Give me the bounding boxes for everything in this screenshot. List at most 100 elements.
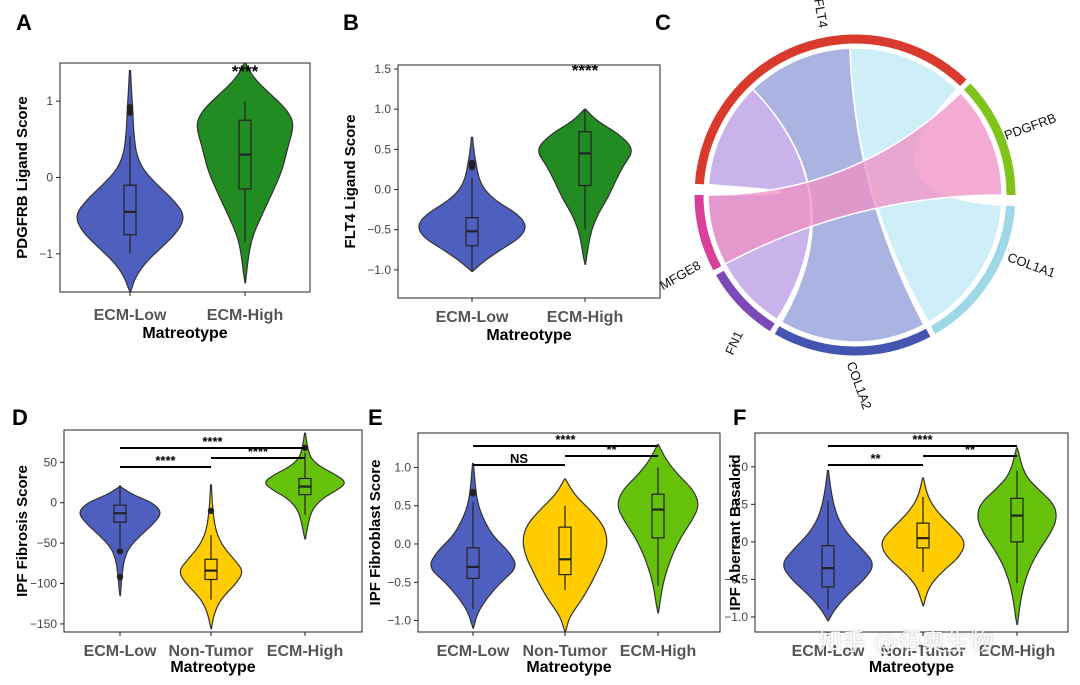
outlier-point [126,104,134,111]
y-tick-label: −1 [39,247,53,261]
x-tick-label: ECM-High [547,309,623,326]
y-tick-label: −1.0 [367,263,391,277]
panel-label: A [16,10,32,35]
x-tick-label: ECM-Low [94,307,167,324]
violin-non-tumor [522,478,608,633]
y-tick-label: −0.5 [387,575,411,589]
x-tick-label: Non-Tumor [522,643,607,660]
y-tick-label: 50 [44,455,58,469]
comparison-label: **** [202,434,223,449]
y-tick-label: 0.0 [374,183,391,197]
chord-sector-pdgfrb [963,83,1016,196]
panel-a: A −1 0 1 PDGFRB Ligand Score ECM-Low ECM-HighM… [14,10,311,342]
x-axis-label: Matreotype [170,659,255,676]
box-ecm-low [123,184,137,236]
chord-sector-col1a1 [930,205,1016,334]
y-tick-label: 0 [50,496,57,510]
chord-label-mfge8: MFGE8 [657,258,703,293]
chord-label-flt4: FLT4 [811,0,831,29]
comparison-label: ** [965,442,976,457]
panel-d: D −150 −100 −50 0 50 IPF Fibrosis Score ECM-Low… [12,405,363,676]
chord-label-pdgfrb: PDGFRB [1002,110,1058,143]
outlier-point [116,548,124,555]
x-tick-label: Non-Tumor [168,643,253,660]
panel-b: B −1.0 −0.5 0.0 0.5 1.0 1.5 FLT4 Ligand Score EC… [342,10,661,344]
chord-sector-mfge8 [694,194,722,271]
y-tick-label: 1.0 [394,460,411,474]
chord-label-fn1: FN1 [722,329,746,358]
y-tick-label: −1.0 [387,614,411,628]
comparison-label: **** [248,444,269,459]
y-tick-label: 0.0 [731,535,748,549]
plot-frame [754,432,1069,633]
panel-label: F [733,405,746,430]
outlier-point [469,488,477,496]
x-tick-label: ECM-Low [84,643,157,660]
comparison-label: ** [606,442,617,457]
plot-frame [417,432,721,633]
box-ecm-high [578,131,592,187]
y-tick-label: −0.5 [367,223,391,237]
box-ecm-low [821,545,835,588]
y-tick-label: 0.5 [394,499,411,513]
comparison-label: NS [510,451,528,466]
box-non-tumor [916,522,930,549]
chord-link-mfge8 [707,91,1003,266]
chord-sector-col1a2 [774,326,931,356]
x-tick-label: ECM-Low [437,643,510,660]
panel-label: B [343,10,359,35]
y-tick-label: 0 [46,171,53,185]
x-tick-label: ECM-High [267,643,343,660]
y-tick-label: 0.5 [731,497,748,511]
significance-label: **** [232,62,259,81]
x-axis-label: Matreotype [486,327,571,344]
panel-label: C [655,10,671,35]
violin-ecm-high [617,443,699,614]
outlier-point [126,109,134,116]
panel-label: D [12,405,28,430]
x-axis-label: Matreotype [526,659,611,676]
y-tick-label: 1 [46,94,53,108]
comparison-label: **** [912,432,933,447]
y-tick-label: 0.5 [374,142,391,156]
y-tick-label: −150 [30,617,57,631]
chord-sector-flt4 [694,34,967,185]
y-tick-label: −50 [37,536,58,550]
panel-c: C FLT4 PDGFRB COL1A1 COL1A2 FN1 MFGE8 [655,0,1058,411]
chord-label-col1a2: COL1A2 [844,359,875,411]
outlier-point [207,507,215,514]
y-tick-label: 0.0 [394,537,411,551]
comparison-label: ** [870,451,881,466]
y-axis-label: PDGFRB Ligand Score [14,96,31,259]
y-tick-label: 1.5 [374,62,391,76]
x-tick-label: ECM-High [979,643,1055,660]
box-ecm-high [651,493,665,539]
y-tick-label: 1.0 [731,460,748,474]
chord-sector-fn1 [716,270,775,332]
significance-label: **** [572,61,599,80]
x-tick-label: ECM-High [620,643,696,660]
y-tick-label: −100 [30,577,57,591]
x-axis-label: Matreotype [869,659,954,676]
outlier-point [468,159,476,167]
violin-ecm-high [977,447,1057,626]
y-axis-label: IPF Fibroblast Score [367,460,384,606]
y-tick-label: 1.0 [374,102,391,116]
violin-ecm-high [196,62,294,284]
plot-frame [63,429,363,633]
chord-label-col1a1: COL1A1 [1005,249,1057,280]
y-axis-label: FLT4 Ligand Score [342,115,359,249]
panel-e: E −1.0 −0.5 0.0 0.5 1.0 IPF Fibroblast Score EC… [367,405,721,676]
comparison-label: **** [555,432,576,447]
plot-frame [397,64,661,299]
outlier-point [116,573,124,581]
box-non-tumor [558,526,572,576]
y-axis-label: IPF Fibrosis Score [14,465,31,597]
violin-non-tumor [881,477,965,607]
y-tick-label: −1.0 [724,610,748,624]
x-tick-label: ECM-Low [436,309,509,326]
panel-label: E [368,405,383,430]
box-non-tumor [204,558,218,581]
